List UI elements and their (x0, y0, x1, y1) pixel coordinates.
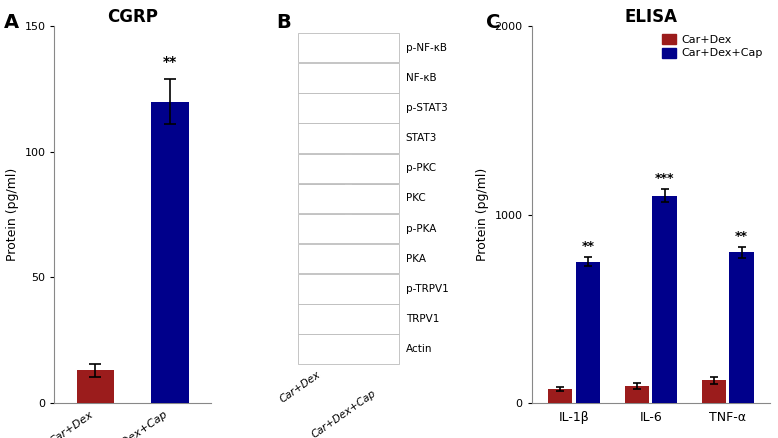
Text: Car+Dex: Car+Dex (278, 369, 322, 404)
Text: **: ** (581, 240, 594, 253)
Y-axis label: Protein (pg/ml): Protein (pg/ml) (6, 168, 19, 261)
Bar (297, 93, 399, 123)
Y-axis label: Protein (pg/ml): Protein (pg/ml) (476, 168, 489, 261)
Text: p-TRPV1: p-TRPV1 (406, 284, 449, 294)
Bar (653, 196, 677, 403)
Bar (730, 252, 754, 403)
Text: p-PKC: p-PKC (406, 163, 436, 173)
Text: TRPV1: TRPV1 (406, 314, 439, 324)
Bar (297, 244, 399, 273)
Text: STAT3: STAT3 (406, 133, 437, 143)
Bar (297, 124, 399, 153)
Text: p-PKA: p-PKA (406, 223, 436, 233)
Text: p-STAT3: p-STAT3 (406, 103, 447, 113)
Bar (297, 154, 399, 183)
Text: p-NF-κB: p-NF-κB (406, 43, 447, 53)
Bar (297, 63, 399, 92)
Text: **: ** (163, 55, 177, 69)
Bar (702, 380, 727, 403)
Text: PKA: PKA (406, 254, 426, 264)
Text: **: ** (735, 230, 748, 243)
Title: CGRP: CGRP (107, 8, 158, 26)
Text: C: C (486, 13, 500, 32)
Text: Actin: Actin (406, 344, 433, 354)
Bar (77, 370, 114, 403)
Bar (297, 274, 399, 304)
Text: Car+Dex+Cap: Car+Dex+Cap (310, 388, 378, 438)
Bar (297, 304, 399, 334)
Bar (297, 33, 399, 63)
Text: ***: *** (655, 173, 675, 185)
Text: PKC: PKC (406, 194, 426, 203)
Bar (297, 184, 399, 213)
Text: B: B (276, 13, 291, 32)
Bar (576, 262, 600, 403)
Bar (548, 389, 573, 403)
Legend: Car+Dex, Car+Dex+Cap: Car+Dex, Car+Dex+Cap (660, 32, 765, 60)
Bar (152, 102, 188, 403)
Bar (297, 214, 399, 243)
Text: A: A (4, 13, 19, 32)
Bar (625, 386, 650, 403)
Text: NF-κB: NF-κB (406, 73, 436, 83)
Bar (297, 334, 399, 364)
Title: ELISA: ELISA (625, 8, 678, 26)
